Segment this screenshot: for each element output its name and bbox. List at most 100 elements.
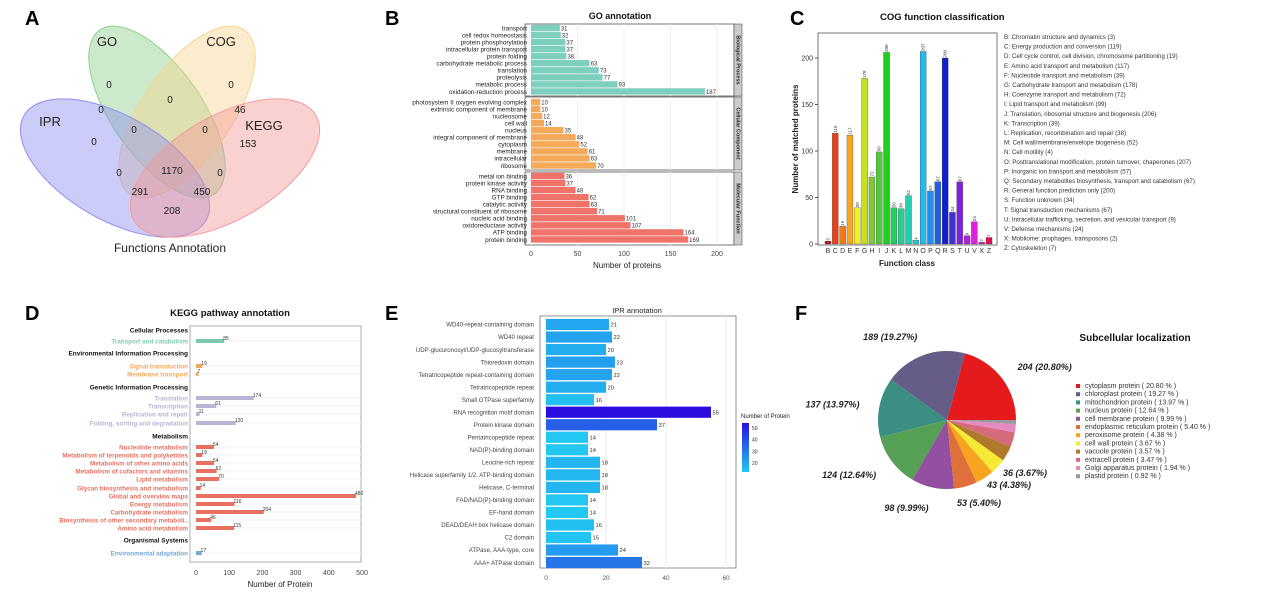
cog-x-tick: E xyxy=(848,248,853,255)
ipr-category-label: Thioredoxin domain xyxy=(480,359,534,366)
venn-set-kegg xyxy=(129,98,321,238)
go-category-label: metabolic process xyxy=(475,82,527,89)
venn-set-go xyxy=(88,25,226,199)
kegg-bar xyxy=(196,412,200,416)
venn-region-count: 0 xyxy=(217,168,223,179)
ipr-bar xyxy=(546,556,642,569)
pie-slice-label: 124 (12.64%) xyxy=(822,470,876,480)
ipr-category-label: RNA recognition motif domain xyxy=(453,409,534,416)
go-bar xyxy=(531,222,631,229)
cog-legend-item: E: Amino acid transport and metabolism (… xyxy=(1004,63,1129,70)
cog-bar-value: 2 xyxy=(979,239,984,242)
cog-x-tick: G xyxy=(862,248,867,255)
cog-x-tick: F xyxy=(855,248,859,255)
kegg-x-tick: 0 xyxy=(194,570,198,577)
go-bar xyxy=(531,193,589,201)
go-bar-value: 10 xyxy=(541,107,548,113)
go-bar xyxy=(531,45,566,53)
kegg-group-header: Organismal Systems xyxy=(124,538,189,545)
ipr-legend-tick: 40 xyxy=(752,438,758,444)
go-category-label: nucleosome xyxy=(493,113,528,120)
go-bar xyxy=(531,236,689,243)
venn-region-count: 0 xyxy=(98,105,104,116)
ipr-category-label: UDP-glucuronosyl/UDP-glucosyltransferase xyxy=(416,347,535,354)
go-bar xyxy=(531,162,597,169)
kegg-group-header: Environmental Information Processing xyxy=(68,351,188,358)
legend-swatch xyxy=(1076,474,1080,479)
ipr-bar xyxy=(546,369,612,381)
ipr-bar xyxy=(546,469,600,481)
ipr-legend-tick: 20 xyxy=(752,461,758,467)
kegg-x-tick: 200 xyxy=(257,570,269,577)
go-bar xyxy=(531,201,590,208)
cog-x-tick: I xyxy=(878,248,880,255)
go-bar xyxy=(531,148,588,155)
go-bar-value: 37 xyxy=(566,181,573,187)
kegg-category-label: Carbohydrate metabolism xyxy=(110,509,188,516)
kegg-bar xyxy=(196,339,225,343)
ipr-colorbar xyxy=(742,423,749,472)
pie-slice-vacuole-protein xyxy=(947,420,1011,461)
go-bar-value: 31 xyxy=(561,26,568,32)
go-category-label: nucleus xyxy=(505,128,527,135)
ipr-category-label: Tetratricopeptide repeat xyxy=(470,384,534,391)
ipr-legend-tick: 50 xyxy=(752,426,758,432)
cog-legend-item: T: Signal transduction mechanisms (67) xyxy=(1004,207,1112,214)
go-bar-value: 70 xyxy=(597,164,604,170)
go-bar xyxy=(531,74,603,81)
ipr-category-label: Pentatricopeptide repeat xyxy=(468,434,535,441)
go-bar xyxy=(531,186,576,194)
kegg-bar xyxy=(196,445,214,449)
kegg-bar xyxy=(196,372,199,376)
legend-swatch xyxy=(1076,466,1080,470)
kegg-bar-value: 54 xyxy=(213,442,219,448)
cog-bar-value: 206 xyxy=(884,44,889,52)
legend-swatch xyxy=(1076,384,1080,388)
kegg-bar-value: 174 xyxy=(253,393,262,399)
kegg-bar-value: 482 xyxy=(355,491,364,497)
cog-bar-p xyxy=(927,190,934,245)
cog-x-tick: L xyxy=(899,248,903,255)
kegg-category-label: Metabolism of cofactors and vitamins xyxy=(75,468,188,475)
cog-legend-item: C: Energy production and conversion (119… xyxy=(1004,44,1122,51)
go-bar-value: 52 xyxy=(580,143,587,149)
venn-region-count: 208 xyxy=(164,206,181,217)
kegg-category-label: Global and overview maps xyxy=(109,493,189,500)
kegg-group-header: Metabolism xyxy=(152,434,188,441)
kegg-bar xyxy=(196,477,220,481)
legend-swatch xyxy=(1076,441,1080,446)
go-bar-value: 77 xyxy=(604,76,611,82)
ipr-category-label: C2 domain xyxy=(505,535,534,542)
cog-bar-v xyxy=(971,221,978,245)
pie-legend-item: nucleus protein ( 12.64 % ) xyxy=(1085,408,1169,415)
cog-bar-value: 99 xyxy=(877,146,882,152)
venn-set-cog xyxy=(118,25,256,199)
pie-slice-golgi-apparatus-protein xyxy=(947,420,1016,433)
cog-legend-item: N: Cell motility (4) xyxy=(1004,149,1053,156)
legend-swatch xyxy=(1076,425,1080,429)
ipr-bar-value: 20 xyxy=(608,348,614,354)
kegg-chart-title: KEGG pathway annotation xyxy=(170,308,290,319)
go-bar-value: 164 xyxy=(685,231,696,237)
ipr-bar xyxy=(546,394,594,406)
cog-legend-item: J: Translation, ribosomal structure and … xyxy=(1004,111,1156,118)
kegg-bar xyxy=(196,510,264,514)
kegg-bar-value: 85 xyxy=(223,336,229,342)
cog-bar-value: 9 xyxy=(965,232,970,235)
pie-legend-item: cell wall protein ( 3.67 % ) xyxy=(1085,440,1165,447)
kegg-category-label: Amino acid metabolism xyxy=(117,525,188,532)
go-bar xyxy=(531,179,566,187)
go-category-label: structural constituent of ribosome xyxy=(433,209,528,216)
cog-legend-item: Z: Cytoskeleton (7) xyxy=(1004,245,1056,252)
ipr-bar-value: 14 xyxy=(590,511,597,517)
cog-legend-item: B: Chromatin structure and dynamics (3) xyxy=(1004,34,1115,41)
cog-bar-value: 52 xyxy=(906,190,911,196)
go-category-label: nucleic acid binding xyxy=(471,216,527,223)
ipr-bar xyxy=(546,318,609,331)
go-category-label: membrane xyxy=(496,149,527,156)
cog-x-tick: P xyxy=(928,248,933,255)
kegg-bar-value: 115 xyxy=(233,523,241,529)
venn-region-count: 46 xyxy=(234,105,246,116)
cog-legend-item: K: Transcription (39) xyxy=(1004,120,1060,127)
